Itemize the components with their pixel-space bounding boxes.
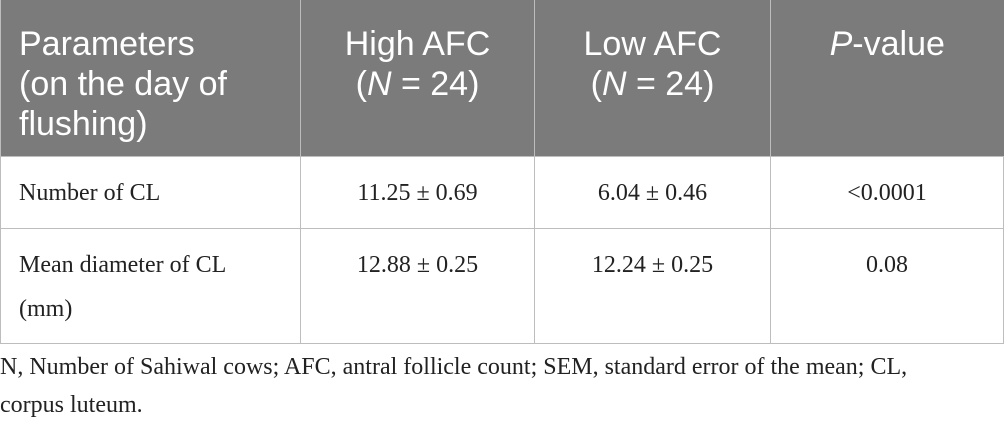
header-high-n-prefix: ( [355, 65, 367, 103]
header-p-symbol: P [829, 25, 853, 63]
header-low-n-symbol: N [601, 65, 627, 103]
table-header: Parameters (on the day of flushing) High… [0, 0, 1004, 157]
header-high-afc-n: (N = 24) [319, 64, 516, 104]
header-high-n-suffix: = 24) [391, 65, 480, 103]
header-p-value-label: P-value [789, 24, 986, 64]
cell-high-afc: 11.25 ± 0.69 [300, 156, 535, 229]
cell-parameter-line-1: Mean diameter of CL [19, 252, 227, 278]
table-body: Number of CL 11.25 ± 0.69 6.04 ± 0.46 <0… [0, 156, 1004, 344]
header-row: Parameters (on the day of flushing) High… [0, 0, 1004, 157]
header-parameters-line-3: flushing) [19, 105, 148, 143]
cell-high-afc: 12.88 ± 0.25 [300, 228, 535, 344]
header-p-value: P-value [770, 0, 1004, 157]
header-low-n-prefix: ( [590, 65, 602, 103]
data-table: Parameters (on the day of flushing) High… [0, 0, 1004, 344]
header-low-n-suffix: = 24) [626, 65, 715, 103]
table-row: Number of CL 11.25 ± 0.69 6.04 ± 0.46 <0… [0, 156, 1004, 229]
header-parameters-line-2: (on the day of [19, 65, 227, 103]
cell-parameter: Mean diameter of CL (mm) [0, 228, 301, 344]
header-low-afc-label: Low AFC [583, 25, 722, 63]
header-high-afc: High AFC (N = 24) [300, 0, 535, 157]
table-footnote: N, Number of Sahiwal cows; AFC, antral f… [0, 348, 1005, 424]
cell-p-value: <0.0001 [770, 156, 1004, 229]
cell-parameter: Number of CL [0, 156, 301, 229]
header-high-n-symbol: N [366, 65, 392, 103]
header-p-rest: -value [852, 25, 945, 63]
header-high-afc-label: High AFC [344, 25, 491, 63]
cell-p-value: 0.08 [770, 228, 1004, 344]
header-low-afc: Low AFC (N = 24) [534, 0, 771, 157]
cell-low-afc: 6.04 ± 0.46 [534, 156, 771, 229]
header-parameters: Parameters (on the day of flushing) [0, 0, 301, 157]
data-table-container: Parameters (on the day of flushing) High… [0, 0, 1004, 344]
cell-parameter-line-2: (mm) [19, 296, 73, 322]
table-row: Mean diameter of CL (mm) 12.88 ± 0.25 12… [0, 228, 1004, 344]
header-parameters-line-1: Parameters [19, 25, 195, 63]
cell-low-afc: 12.24 ± 0.25 [534, 228, 771, 344]
header-low-afc-n: (N = 24) [553, 64, 752, 104]
footnote-line-2: corpus luteum. [0, 392, 143, 418]
footnote-line-1: N, Number of Sahiwal cows; AFC, antral f… [0, 354, 908, 380]
